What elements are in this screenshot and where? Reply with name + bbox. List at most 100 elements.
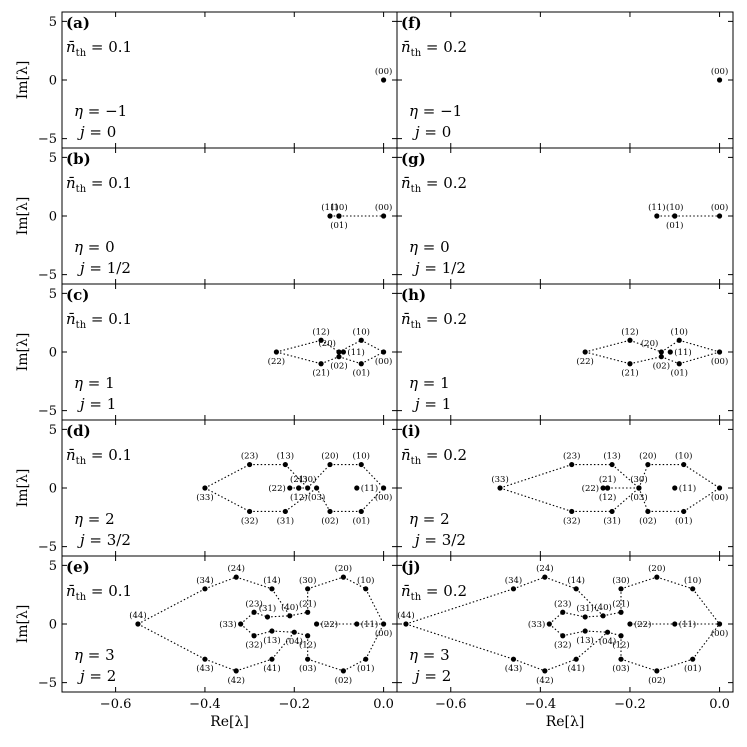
point-label: (33) (528, 619, 545, 630)
x-tick-label: −0.6 (435, 697, 467, 712)
panel-tag: (a) (66, 14, 90, 32)
eigenvalue-point (582, 628, 588, 634)
panel-tag: (f) (401, 14, 422, 32)
point-label: (31) (603, 515, 620, 526)
connector-line (240, 623, 255, 637)
eigenvalue-point (573, 586, 579, 592)
point-label: (02) (648, 675, 665, 686)
point-label: (34) (196, 575, 213, 586)
eigenvalue-point (681, 508, 687, 515)
eigenvalue-point (340, 668, 346, 674)
eigenvalue-point (604, 485, 611, 491)
eigenvalue-point (282, 461, 288, 468)
eigenvalue-point (381, 213, 387, 219)
eigenvalue-point (569, 508, 575, 515)
point-label: (31) (576, 603, 593, 614)
y-tick-label: 5 (49, 151, 57, 166)
panel-j-label: j = 1/2 (412, 259, 466, 277)
point-label: (11) (648, 202, 665, 213)
eigenvalue-point (233, 574, 239, 580)
point-label: (00) (375, 628, 392, 639)
eigenvalue-point (336, 349, 342, 355)
panel-nth-label: n̄th = 0.2 (401, 174, 467, 195)
connector-line (562, 630, 586, 637)
eigenvalue-point (672, 485, 678, 491)
eigenvalue-point (672, 621, 678, 627)
connector-line (611, 464, 640, 489)
point-label: (03) (299, 663, 316, 674)
panel-nth-label: n̄th = 0.2 (401, 310, 467, 331)
panel-i: (i) n̄th = 0.2 η = 2 j = 3/2 (33) (23) (13) (32… (396, 419, 734, 557)
point-label: (00) (711, 66, 728, 77)
point-label: (42) (227, 675, 244, 686)
eigenvalue-point (716, 213, 723, 219)
point-label: (21) (290, 474, 307, 485)
eigenvalue-point (238, 621, 244, 627)
point-label: (33) (219, 619, 236, 630)
panel-h: (h) n̄th = 0.2 η = 1 j = 1 (22) (12) (21) (20) (… (396, 283, 734, 421)
eigenvalue-point (251, 609, 257, 615)
panel-j-label: j = 0 (412, 123, 451, 141)
point-label: (04) (286, 636, 303, 647)
connector-line (236, 658, 273, 672)
point-label: (11) (361, 483, 378, 494)
panel-b: −5 0 5 Im[λ] (b) n̄th = 0.1 η = 0 j = 1/2 (11)(1… (15, 147, 398, 285)
eigenvalue-point (314, 621, 320, 627)
connector-line (343, 658, 366, 672)
point-label: (31) (259, 603, 276, 614)
connector-line (240, 611, 255, 625)
point-label: (00) (711, 202, 728, 213)
connector-line (361, 351, 384, 365)
connector-line (548, 623, 564, 637)
point-label: (30) (630, 474, 647, 485)
point-label: (41) (567, 663, 584, 674)
point-label: (01) (666, 220, 683, 231)
connector-line (661, 356, 680, 365)
connector-line (204, 464, 250, 489)
panel-nth-label: n̄th = 0.2 (401, 582, 467, 603)
eigenvalue-point (645, 508, 651, 515)
eigenvalue-point (354, 485, 360, 491)
x-axis-label: Re[λ] (546, 714, 585, 730)
panel-eta-label: η = 0 (74, 238, 115, 256)
eigenvalue-point (305, 586, 311, 592)
eigenvalue-point (600, 485, 606, 491)
eigenvalue-point (354, 621, 360, 627)
eigenvalue-point (542, 668, 548, 674)
x-tick-label: −0.2 (278, 697, 310, 712)
point-label: (20) (318, 338, 335, 349)
point-label: (22) (582, 483, 599, 494)
panel-tag: (b) (66, 150, 91, 168)
point-label: (10) (357, 575, 374, 586)
eigenvalue-point (658, 354, 664, 360)
connector-line (276, 351, 322, 365)
point-label: (01) (353, 368, 370, 379)
connector-line (137, 623, 206, 660)
point-label: (14) (567, 575, 584, 586)
connector-line (271, 588, 291, 617)
y-axis-label: Im[λ] (15, 61, 31, 100)
eigenvalue-point (340, 349, 346, 355)
eigenvalue-point (135, 621, 141, 627)
eigenvalue-point (716, 349, 723, 355)
panel-j-label: j = 1 (77, 395, 116, 413)
point-label: (10) (330, 202, 347, 213)
connector-line (271, 630, 295, 633)
point-label: (10) (671, 326, 688, 337)
point-label: (00) (711, 628, 728, 639)
y-tick-label: 0 (49, 74, 57, 89)
point-label: (00) (375, 66, 392, 77)
eigenvalue-point (202, 586, 208, 592)
panel-a: −5 0 5 Im[λ] (a) n̄th = 0.1 η = −1 j = 0 (00) (15, 11, 398, 149)
panel-tag: (c) (66, 286, 89, 304)
eigenvalue-point (296, 485, 302, 491)
point-label: (14) (263, 575, 280, 586)
point-label: (32) (241, 515, 258, 526)
eigenvalue-point (305, 656, 311, 662)
eigenvalue-point (654, 574, 660, 580)
connector-line (365, 623, 385, 660)
point-label: (20) (639, 451, 656, 462)
eigenvalue-point (618, 609, 624, 615)
panel-j-label: j = 2 (77, 667, 116, 685)
panel-c: −5 0 5 Im[λ] (c) n̄th = 0.1 η = 1 j = 1 (22) (12)… (15, 283, 398, 421)
